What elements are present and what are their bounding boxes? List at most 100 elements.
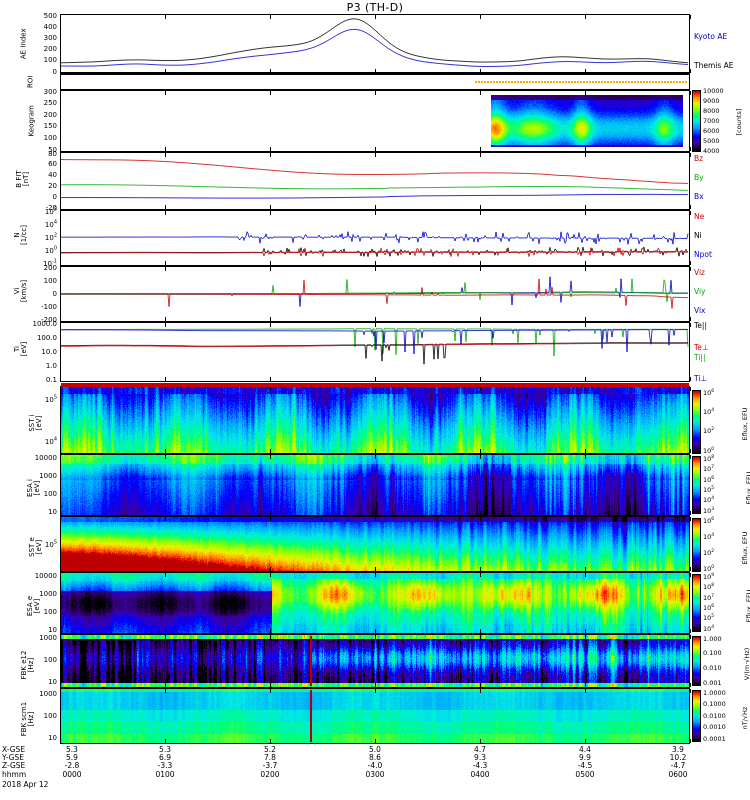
x-axis-tick: [60, 683, 61, 687]
sst-ion-colorbar-tick: 102: [703, 427, 715, 436]
x-axis-value: 0400: [470, 769, 490, 779]
x-axis-tick: [165, 387, 166, 391]
x-axis-tick: [270, 323, 271, 327]
sst-ion-colorbar-unit: Eflux, EFU: [741, 407, 749, 441]
x-axis-tick: [270, 377, 271, 381]
legend-bx: Bx: [694, 192, 704, 201]
x-axis-tick: [480, 629, 481, 633]
x-axis-tick: [480, 573, 481, 577]
legend-viy: Viy: [694, 287, 706, 296]
fbk-bfield-colorbar-unit: nT/√Hz: [741, 706, 749, 730]
keogram-colorbar-tick: 8000: [703, 106, 720, 115]
x-axis-tick: [60, 69, 61, 73]
x-axis-tick: [375, 449, 376, 453]
fbk-efield-ytick: 10: [48, 677, 57, 686]
x-axis-tick: [480, 317, 481, 321]
x-axis-tick: [270, 91, 271, 95]
x-axis-tick: [60, 573, 61, 577]
temperature-ytick: 1.0: [45, 361, 57, 370]
keogram-colorbar: [692, 90, 701, 152]
x-axis-tick: [375, 91, 376, 95]
keogram-colorbar-gradient: [693, 91, 700, 151]
x-axis-tick: [270, 635, 271, 639]
x-axis-tick: [270, 449, 271, 453]
x-axis-tick: [60, 517, 61, 521]
x-axis-tick: [480, 153, 481, 157]
density-ytick: 10-1: [43, 258, 57, 268]
legend-ni: Ni: [694, 231, 702, 240]
x-axis-row-label-hhmm: hhmm: [2, 769, 27, 779]
sst-ion-yunit-text: [eV]: [35, 415, 43, 431]
x-axis-tick: [165, 317, 166, 321]
x-axis-tick: [60, 153, 61, 157]
x-axis-tick: [270, 211, 271, 215]
x-axis-tick: [375, 153, 376, 157]
x-axis-tick: [375, 205, 376, 209]
x-axis-tick: [690, 91, 691, 95]
b-fit-ytick: 80: [48, 149, 57, 158]
x-axis-tick: [585, 377, 586, 381]
x-axis-tick: [480, 267, 481, 271]
fbk-bfield-colorbar: [692, 690, 701, 742]
legend-te-par: Te||: [694, 321, 707, 330]
esa-ion-ytick: 10: [48, 507, 57, 516]
x-axis-tick: [585, 69, 586, 73]
x-axis-tick: [585, 567, 586, 571]
sst-electron-colorbar-tick: 102: [703, 548, 715, 557]
x-axis-tick: [690, 211, 691, 215]
x-axis-tick: [60, 267, 61, 271]
x-axis-tick: [690, 387, 691, 391]
x-axis-tick: [60, 567, 61, 571]
x-axis-tick: [480, 147, 481, 151]
x-axis-tick: [585, 147, 586, 151]
sst-electron-spectrogram: [61, 517, 689, 571]
panel-fbk-efield: [60, 634, 690, 688]
sst-ion-colorbar-tick: 100: [703, 446, 715, 455]
x-axis-tick: [690, 69, 691, 73]
x-axis-tick: [165, 211, 166, 215]
x-axis-tick: [60, 739, 61, 743]
esa-electron-spectrogram: [61, 573, 689, 633]
x-axis-value: -4.7: [670, 761, 686, 771]
x-axis-tick: [375, 323, 376, 327]
panel-temperature: [60, 322, 690, 382]
legend-vix: Vix: [694, 306, 706, 315]
fbk-efield-colorbar: [692, 636, 701, 686]
esa-ion-colorbar: [692, 456, 701, 514]
x-axis-tick: [480, 15, 481, 19]
esa-ion-spectrogram: [61, 455, 689, 515]
keogram-plot: [61, 91, 689, 151]
esa-ion-colorbar-tick: 106: [703, 475, 715, 484]
x-axis-tick: [270, 455, 271, 459]
b-fit-ytick: 20: [48, 181, 57, 190]
x-axis-tick: [585, 205, 586, 209]
x-axis-tick: [585, 689, 586, 693]
x-axis-tick: [480, 689, 481, 693]
esa-ion-colorbar-tick: 103: [703, 506, 715, 515]
x-axis-tick: [375, 267, 376, 271]
x-axis-tick: [690, 377, 691, 381]
velocity-ytick: 200: [43, 263, 57, 272]
velocity-plot: [61, 267, 689, 321]
x-axis-tick: [60, 377, 61, 381]
esa-electron-colorbar-gradient: [693, 575, 700, 631]
esa-ion-ytick: 100: [43, 489, 57, 498]
x-axis-value: 4.7: [474, 745, 486, 754]
x-axis-tick: [270, 205, 271, 209]
x-axis-value: 0100: [155, 769, 175, 779]
x-axis-tick: [375, 635, 376, 639]
x-axis-tick: [375, 629, 376, 633]
keogram-ytick: 250: [43, 99, 57, 108]
x-axis-tick: [480, 683, 481, 687]
x-axis-value: -3.3: [157, 761, 173, 771]
fbk-efield-colorbar-gradient: [693, 637, 700, 685]
keogram-colorbar-unit: [counts]: [735, 108, 743, 136]
x-axis-tick: [375, 15, 376, 19]
legend-ti-par: Ti||: [694, 353, 706, 362]
keogram-colorbar-tick: 7000: [703, 116, 720, 125]
x-axis-tick: [270, 153, 271, 157]
esa-ion-colorbar-tick: 104: [703, 496, 715, 505]
keogram-colorbar-tick: 10000: [703, 86, 724, 95]
esa-ion-colorbar-gradient: [693, 457, 700, 513]
